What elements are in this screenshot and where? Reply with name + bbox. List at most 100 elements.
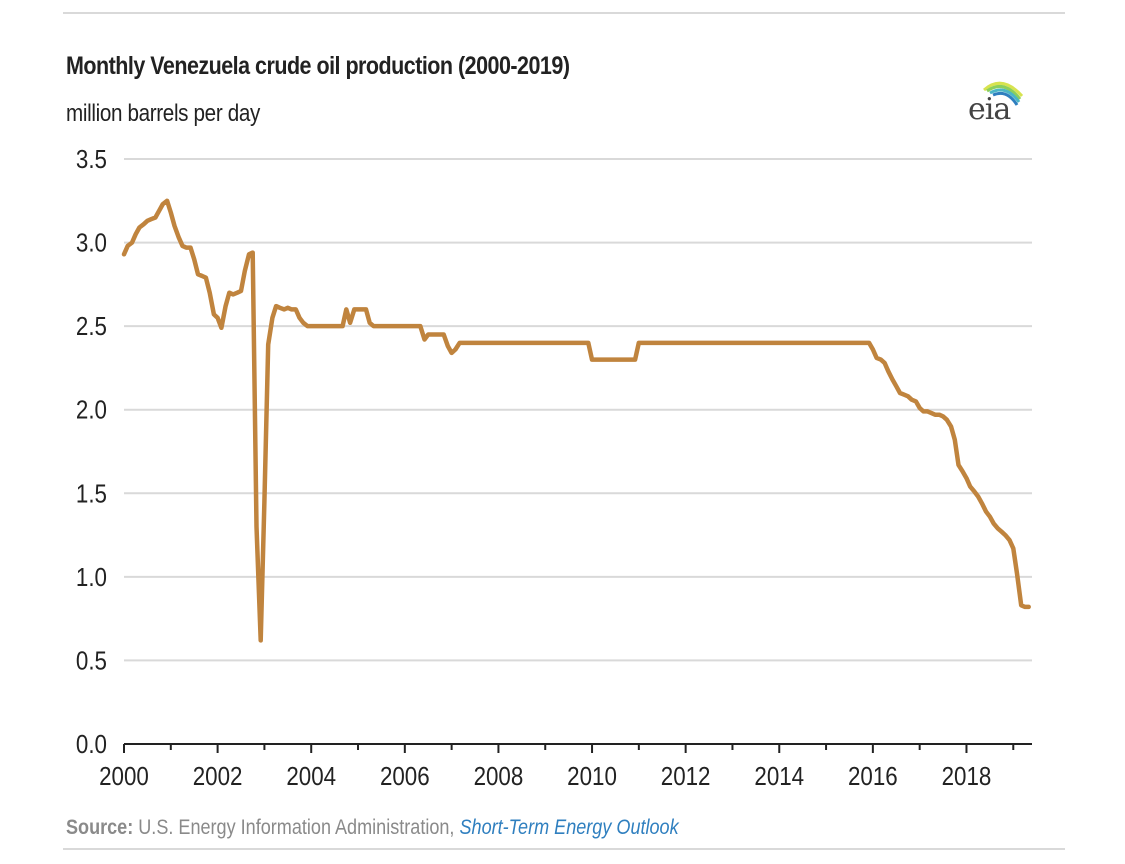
y-axis-ticks: 0.0 0.5 1.0 1.5 2.0 2.5 3.0 3.5 xyxy=(76,145,107,759)
data-point xyxy=(980,502,983,505)
data-point xyxy=(220,326,223,329)
x-tick-label-3: 2006 xyxy=(380,762,430,791)
data-point xyxy=(173,224,176,227)
data-point xyxy=(310,325,313,328)
data-point xyxy=(474,341,477,344)
data-point xyxy=(731,341,734,344)
source-text: U.S. Energy Information Administration, xyxy=(133,816,460,839)
data-point xyxy=(232,293,235,296)
data-point xyxy=(594,358,597,361)
data-point xyxy=(364,308,367,311)
y-axis-unit-label: million barrels per day xyxy=(66,100,260,127)
data-point xyxy=(868,341,871,344)
x-tick-label-1: 2002 xyxy=(193,762,243,791)
y-tick-label-4: 2.0 xyxy=(76,396,107,425)
data-point xyxy=(454,348,457,351)
data-point xyxy=(614,358,617,361)
data-point xyxy=(181,244,184,247)
data-point xyxy=(1023,605,1026,608)
data-point xyxy=(427,333,430,336)
data-point xyxy=(247,253,250,256)
sun-arc-icon xyxy=(983,81,1024,106)
data-point xyxy=(442,333,445,336)
y-tick-label-5: 2.5 xyxy=(76,313,107,342)
data-point xyxy=(895,385,898,388)
data-point xyxy=(957,463,960,466)
data-point xyxy=(216,316,219,319)
x-tick-label-6: 2012 xyxy=(661,762,711,791)
data-point xyxy=(891,378,894,381)
data-point xyxy=(458,341,461,344)
data-point xyxy=(123,253,126,256)
data-point xyxy=(208,291,211,294)
data-point xyxy=(992,522,995,525)
data-point xyxy=(138,226,141,229)
data-point xyxy=(349,321,352,324)
data-point xyxy=(684,341,687,344)
data-point xyxy=(130,241,133,244)
data-point xyxy=(271,316,274,319)
data-point xyxy=(403,325,406,328)
data-point xyxy=(875,356,878,359)
line-chart: 0.00.51.01.52.02.53.03.5 2000 2002 2004 200… xyxy=(76,145,1032,791)
data-point xyxy=(953,438,956,441)
bottom-rule xyxy=(63,848,1065,850)
data-point xyxy=(871,348,874,351)
data-point xyxy=(255,525,258,528)
data-point xyxy=(283,308,286,311)
grid-lines xyxy=(124,158,1032,662)
data-point xyxy=(922,410,925,413)
data-point xyxy=(278,306,281,309)
data-point xyxy=(321,325,324,328)
data-point xyxy=(154,216,157,219)
data-point xyxy=(204,276,207,279)
data-point xyxy=(372,325,375,328)
data-point xyxy=(906,395,909,398)
data-point xyxy=(193,258,196,261)
data-point xyxy=(134,233,137,236)
data-point xyxy=(985,510,988,513)
data-point xyxy=(961,470,964,473)
series-group xyxy=(121,198,1031,643)
y-tick-label-7: 3.5 xyxy=(76,145,107,174)
data-point xyxy=(158,209,161,212)
data-point xyxy=(942,415,945,418)
data-point xyxy=(333,325,336,328)
data-point xyxy=(910,398,913,401)
data-point xyxy=(286,306,289,309)
data-point xyxy=(996,527,999,530)
data-point xyxy=(380,325,383,328)
data-point xyxy=(306,325,309,328)
series-line-0 xyxy=(121,198,1031,643)
data-point xyxy=(938,413,941,416)
data-point xyxy=(290,308,293,311)
data-point xyxy=(778,341,781,344)
data-point xyxy=(903,393,906,396)
data-point xyxy=(973,490,976,493)
data-point xyxy=(251,251,254,254)
data-point xyxy=(899,392,902,395)
data-point xyxy=(236,291,239,294)
data-point xyxy=(934,413,937,416)
y-tick-label-6: 3.0 xyxy=(76,229,107,258)
source-link[interactable]: Short-Term Energy Outlook xyxy=(459,816,679,839)
data-point xyxy=(1008,539,1011,542)
data-point xyxy=(965,477,968,480)
data-point xyxy=(142,223,145,226)
data-point xyxy=(497,341,500,344)
data-point xyxy=(641,341,644,344)
data-point xyxy=(185,246,188,249)
y-tick-label-2: 1.0 xyxy=(76,563,107,592)
data-point xyxy=(177,236,180,239)
data-point xyxy=(883,361,886,364)
data-point xyxy=(196,273,199,276)
logo-text: eia xyxy=(968,92,1011,127)
x-axis: 2000 2002 2004 2006 2008 2010 2012 2014 2016 2018 xyxy=(99,743,1032,791)
data-point xyxy=(450,351,453,354)
data-point xyxy=(945,418,948,421)
data-point xyxy=(591,358,594,361)
data-point xyxy=(637,341,640,344)
data-point xyxy=(189,246,192,249)
data-point xyxy=(544,341,547,344)
data-point xyxy=(1020,604,1023,607)
